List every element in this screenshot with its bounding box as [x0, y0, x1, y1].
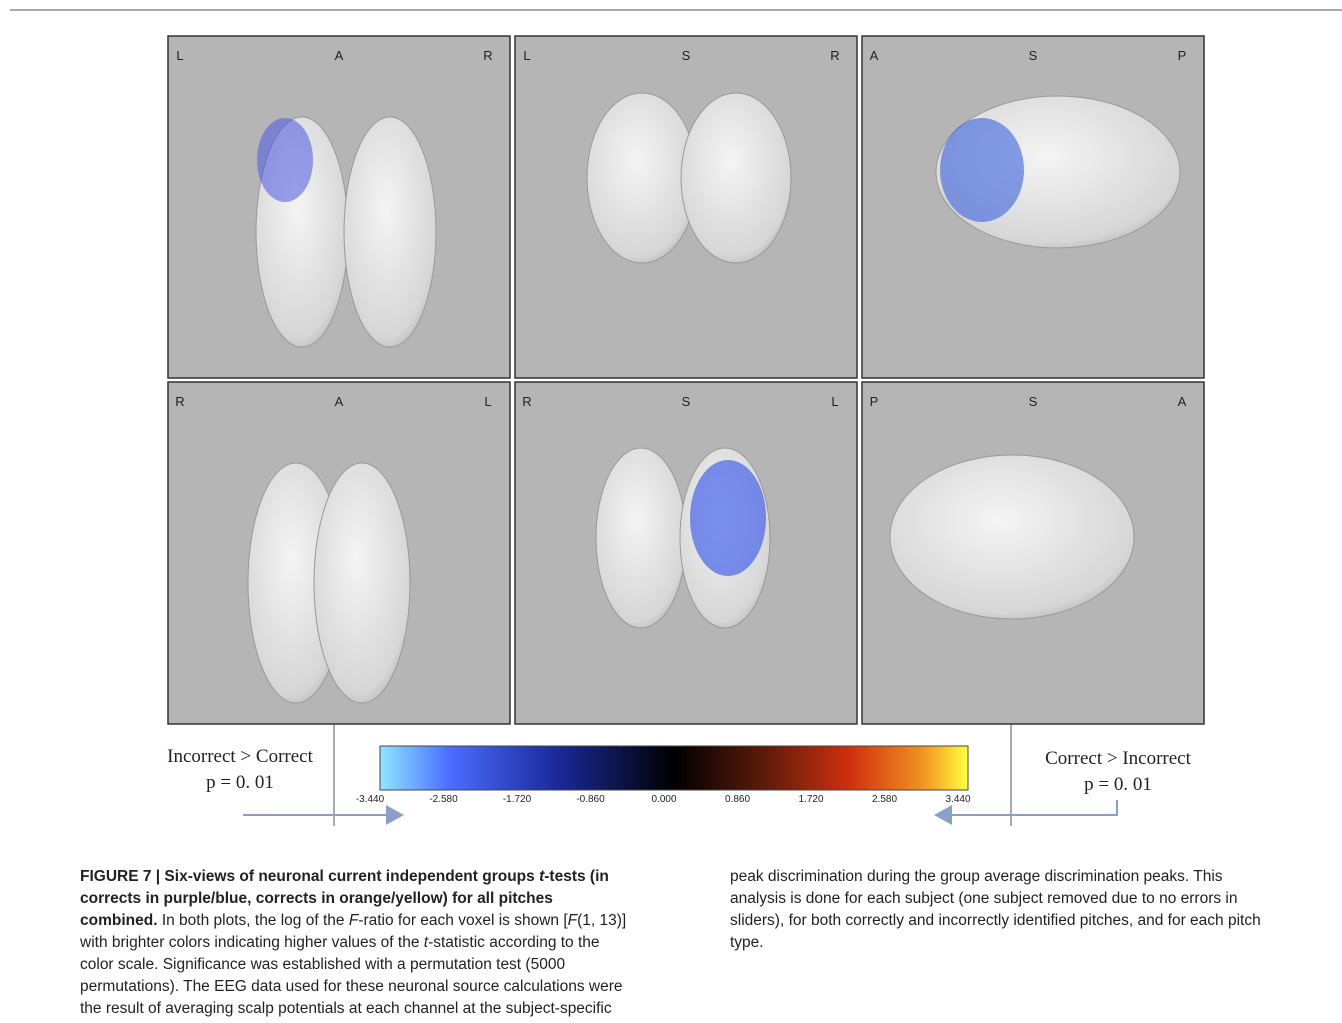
orientation-label: R [522, 394, 531, 409]
figure: L A R L S R A S P R A L R S L P S A -3.440 -2.580 -1.720 -0.… [10, 9, 1342, 826]
right-label: Correct > Incorrect [1045, 748, 1191, 769]
colorbar-tick-label: 2.580 [872, 794, 897, 805]
colorbar-tick-label: 3.440 [945, 794, 970, 805]
colorbar-tick-label: -2.580 [429, 794, 458, 805]
orientation-label: L [523, 48, 530, 63]
colorbar-tick-label: 0.000 [651, 794, 676, 805]
colorbar-tick-label: 0.860 [725, 794, 750, 805]
colorbar-tick-label: -1.720 [503, 794, 532, 805]
orientation-label: L [176, 48, 183, 63]
orientation-label: R [830, 48, 839, 63]
colorbar-tick-label: 1.720 [798, 794, 823, 805]
text: -statistic according to the color scale.… [80, 868, 1261, 1017]
colorbar-tick-label: -3.440 [356, 794, 385, 805]
orientation-label: R [483, 48, 492, 63]
orientation-label: S [1029, 48, 1038, 63]
colorbar [379, 745, 969, 791]
text: t [423, 934, 429, 951]
activation [940, 118, 1024, 222]
activation [690, 460, 766, 576]
brain [313, 462, 411, 704]
text: (1, 13)] with brighter colors indicating… [80, 912, 627, 951]
text: t [539, 868, 545, 885]
text: -tests (in corrects in purple/blue, corr… [80, 868, 609, 929]
orientation-label: A [335, 394, 344, 409]
right-p: p = 0. 01 [1084, 774, 1152, 795]
orientation-label: S [682, 394, 691, 409]
orientation-label: P [870, 394, 879, 409]
orientation-label: A [870, 48, 879, 63]
panels: L A R L S R A S P R A L R S L P S A [167, 35, 1205, 725]
colorbar-tick-label: -0.860 [576, 794, 605, 805]
brain [343, 116, 437, 348]
brains [247, 92, 1181, 704]
orientation-label: A [1178, 394, 1187, 409]
left-p: p = 0. 01 [206, 772, 274, 793]
colorbar-ticks: -3.440 -2.580 -1.720 -0.860 0.000 0.860 1.720 2… [356, 794, 971, 805]
activation [257, 118, 313, 202]
orientation-label: R [175, 394, 184, 409]
caption: FIGURE 7 | Six-views of neuronal current… [80, 866, 1280, 1022]
orientation-label: P [1178, 48, 1187, 63]
brain [680, 92, 792, 264]
orientation-label: L [484, 394, 491, 409]
text: In both plots, the log of the [157, 912, 349, 929]
brain [595, 447, 687, 629]
caption-heading: FIGURE 7 | Six-views of neuronal current… [80, 868, 609, 929]
text: F [348, 912, 359, 929]
text: FIGURE 7 | Six-views of neuronal current… [80, 868, 540, 885]
orientation-label: A [335, 48, 344, 63]
orientation-label: S [682, 48, 691, 63]
brain [889, 454, 1135, 620]
orientation-label: L [831, 394, 838, 409]
text: -ratio for each voxel is shown [ [358, 912, 568, 929]
text: F [567, 912, 578, 929]
left-label: Incorrect > Correct [167, 746, 313, 767]
orientation-label: S [1029, 394, 1038, 409]
arrow [934, 800, 1118, 825]
